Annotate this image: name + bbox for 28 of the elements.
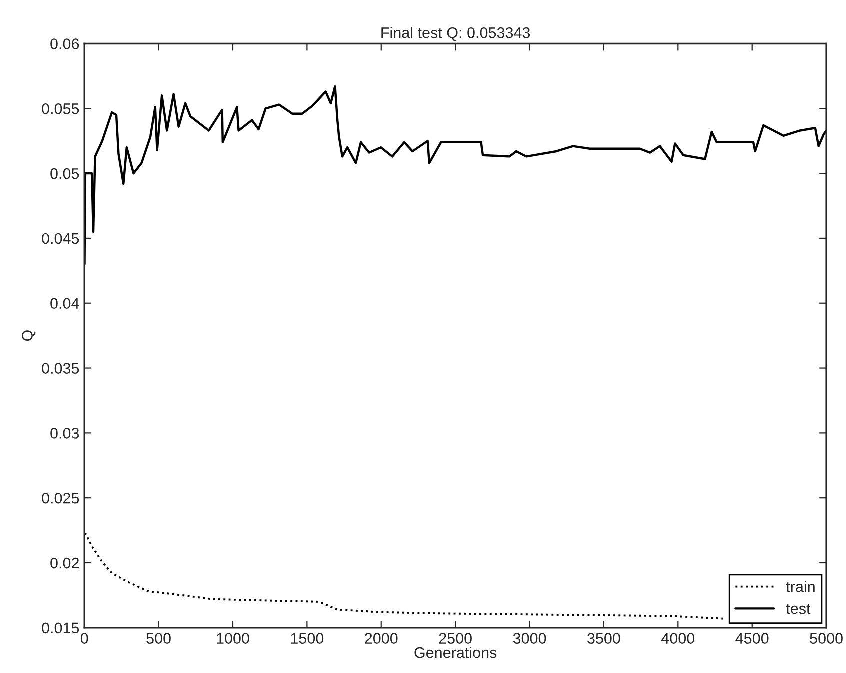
x-tick-label: 500: [146, 633, 171, 644]
y-tick-label: 0.035: [42, 363, 80, 374]
chart-title: Final test Q: 0.053343: [382, 27, 530, 42]
y-tick-label: 0.03: [50, 428, 80, 439]
x-tick-label: 2500: [439, 633, 472, 644]
y-tick-label: 0.04: [50, 298, 80, 310]
legend-label: train: [786, 581, 815, 592]
y-tick-label: 0.045: [42, 233, 80, 244]
y-tick-label: 0.05: [50, 168, 80, 180]
x-tick-label: 5000: [810, 633, 843, 644]
y-tick-label: 0.055: [42, 104, 80, 114]
x-tick-label: 3500: [588, 633, 620, 644]
legend-label: test: [786, 604, 811, 614]
line-series: [84, 532, 724, 620]
line-series: [84, 85, 827, 266]
x-tick-label: 1500: [291, 633, 324, 644]
y-tick-label: 0.015: [42, 622, 80, 634]
y-tick-label: 0.025: [42, 492, 80, 504]
y-tick-label: 0.02: [50, 558, 79, 569]
x-tick-label: 1000: [217, 633, 250, 644]
x-tick-label: 0: [80, 633, 88, 644]
x-tick-label: 4500: [736, 633, 769, 644]
x-tick-label: 3000: [513, 633, 546, 644]
y-tick-label: 0.06: [50, 38, 80, 50]
x-axis-title: Generations: [414, 647, 497, 658]
y-axis-title: Q: [22, 330, 36, 342]
x-tick-label: 4000: [662, 633, 695, 644]
x-tick-label: 2000: [365, 633, 398, 644]
